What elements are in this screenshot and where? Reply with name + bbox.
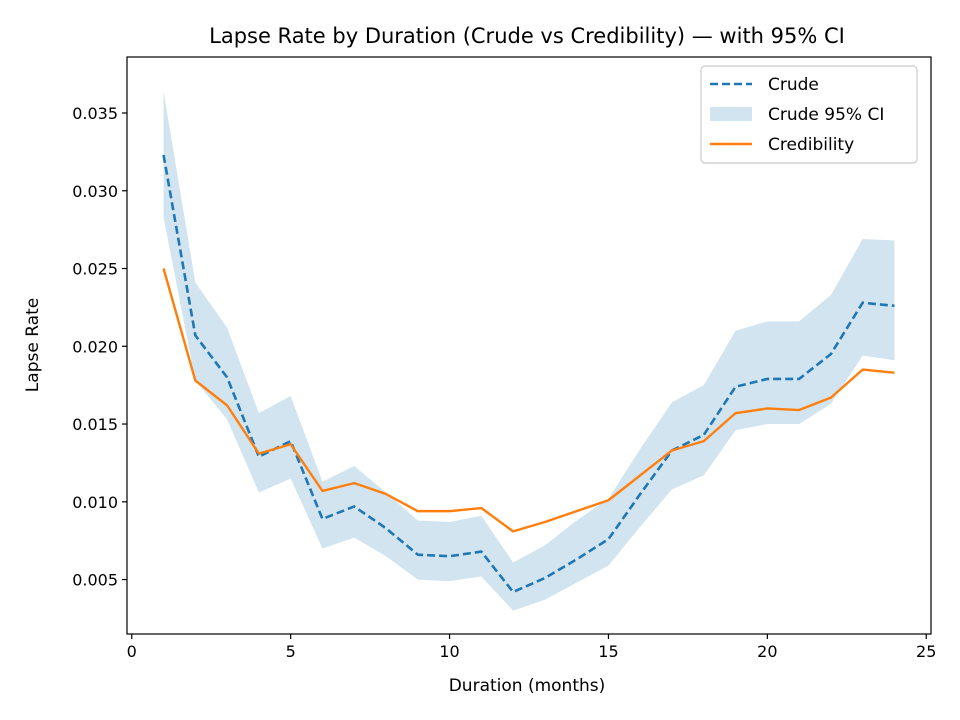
legend-label: Crude: [768, 75, 819, 95]
x-tick-label: 0: [127, 642, 137, 661]
x-axis-label: Duration (months): [449, 676, 606, 696]
credibility-line: [162, 268, 895, 533]
x-tick-label: 20: [757, 642, 777, 661]
legend: Crude Crude 95% CI Credibility: [700, 65, 918, 164]
legend-item-crude: Crude: [710, 75, 819, 95]
legend-box: [700, 65, 918, 164]
legend-item-crude-ci: Crude 95% CI: [710, 105, 884, 125]
y-tick-label: 0.010: [72, 493, 118, 512]
legend-label: Crude 95% CI: [768, 105, 884, 125]
chart-title: Lapse Rate by Duration (Crude vs Credibi…: [209, 24, 845, 48]
axes: 0 5 10 15 20 25 0.005 0.010 0.015 0.020 0.025 0.030…: [72, 56, 936, 661]
y-tick-label: 0.035: [72, 104, 118, 123]
x-tick-label: 15: [598, 642, 618, 661]
x-tick-label: 5: [286, 642, 296, 661]
x-tick-label: 10: [439, 642, 459, 661]
crude-ci-band: [163, 91, 895, 611]
legend-item-credibility: Credibility: [710, 135, 854, 155]
y-axis-label: Lapse Rate: [23, 298, 43, 392]
plot-area: [162, 91, 895, 611]
x-tick-label: 25: [916, 642, 936, 661]
crude-line: [162, 154, 895, 594]
axes-frame: [126, 56, 932, 635]
y-tick-label: 0.025: [72, 260, 118, 279]
y-tick-label: 0.030: [72, 182, 118, 201]
legend-swatch-band: [710, 107, 752, 121]
y-tick-label: 0.005: [72, 571, 118, 590]
y-tick-label: 0.015: [72, 415, 118, 434]
legend-label: Credibility: [768, 135, 854, 155]
y-tick-label: 0.020: [72, 337, 118, 356]
